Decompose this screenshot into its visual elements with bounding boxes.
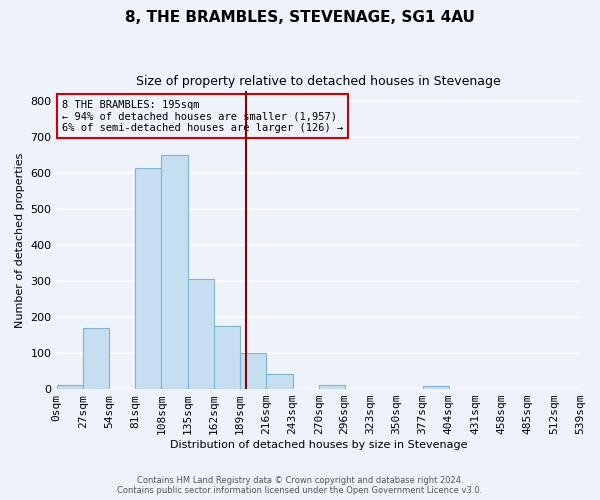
Bar — [135, 168, 161, 389]
Y-axis label: Number of detached properties: Number of detached properties — [15, 152, 25, 328]
Bar — [56, 386, 83, 389]
X-axis label: Distribution of detached houses by size in Stevenage: Distribution of detached houses by size … — [170, 440, 467, 450]
Bar — [422, 386, 449, 389]
Bar — [214, 326, 240, 389]
Bar — [319, 385, 345, 389]
Bar — [266, 374, 293, 389]
Bar — [188, 280, 214, 389]
Title: Size of property relative to detached houses in Stevenage: Size of property relative to detached ho… — [136, 75, 500, 88]
Bar — [240, 353, 266, 389]
Bar — [83, 328, 109, 389]
Text: 8 THE BRAMBLES: 195sqm
← 94% of detached houses are smaller (1,957)
6% of semi-d: 8 THE BRAMBLES: 195sqm ← 94% of detached… — [62, 100, 343, 132]
Text: 8, THE BRAMBLES, STEVENAGE, SG1 4AU: 8, THE BRAMBLES, STEVENAGE, SG1 4AU — [125, 10, 475, 25]
Text: Contains HM Land Registry data © Crown copyright and database right 2024.
Contai: Contains HM Land Registry data © Crown c… — [118, 476, 482, 495]
Bar — [161, 156, 188, 389]
